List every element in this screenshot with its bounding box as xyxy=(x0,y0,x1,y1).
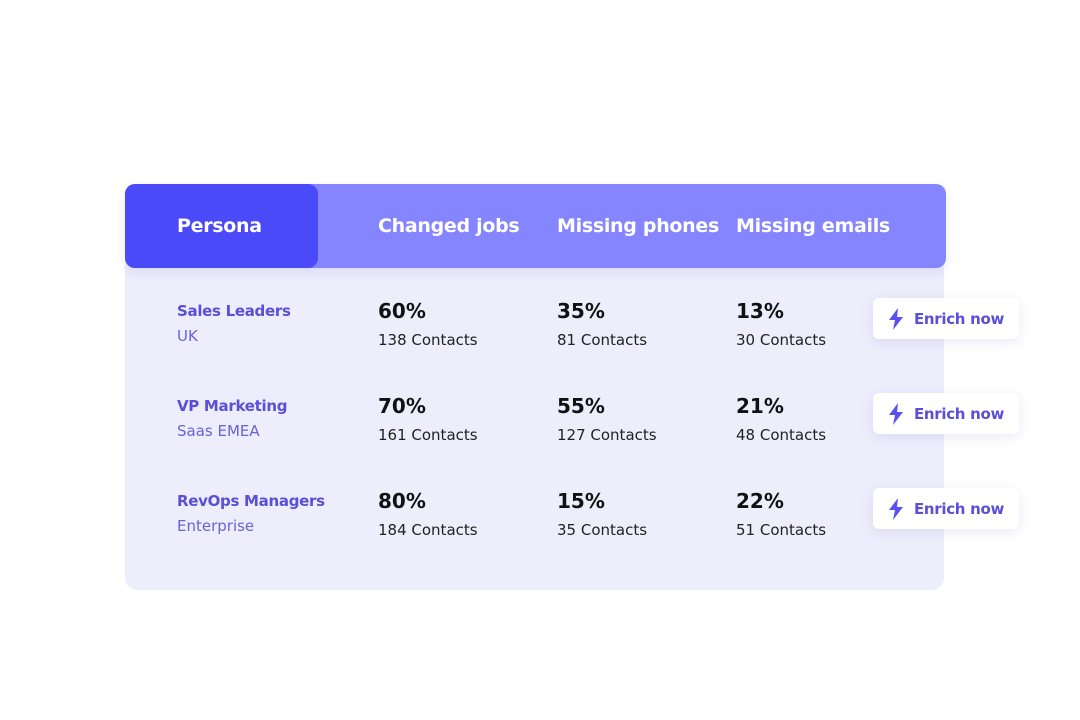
changed-jobs-contacts: 161 Contacts xyxy=(378,426,478,444)
changed-jobs-contacts: 184 Contacts xyxy=(378,521,478,539)
header-changed-jobs: Changed jobs xyxy=(378,215,520,237)
lightning-bolt-icon xyxy=(888,497,903,520)
missing-phones-percent: 55% xyxy=(557,394,605,418)
table-row: Sales Leaders UK 60% 138 Contacts 35% 81… xyxy=(0,298,1080,362)
changed-jobs-percent: 60% xyxy=(378,299,426,323)
missing-emails-contacts: 30 Contacts xyxy=(736,331,827,349)
missing-phones-contacts: 127 Contacts xyxy=(557,426,657,444)
table-row: RevOps Managers Enterprise 80% 184 Conta… xyxy=(0,488,1080,552)
changed-jobs-percent: 70% xyxy=(378,394,426,418)
missing-emails-percent: 21% xyxy=(736,394,784,418)
missing-emails-contacts: 48 Contacts xyxy=(736,426,827,444)
persona-name: VP Marketing xyxy=(177,397,288,415)
missing-emails-contacts: 51 Contacts xyxy=(736,521,827,539)
missing-phones-contacts: 35 Contacts xyxy=(557,521,648,539)
enrich-now-button[interactable]: Enrich now xyxy=(873,393,1019,434)
lightning-bolt-icon xyxy=(888,307,903,330)
table-row: VP Marketing Saas EMEA 70% 161 Contacts … xyxy=(0,393,1080,457)
lightning-bolt-icon xyxy=(888,402,903,425)
missing-phones-percent: 15% xyxy=(557,489,605,513)
enrich-now-button[interactable]: Enrich now xyxy=(873,488,1019,529)
enrich-now-label: Enrich now xyxy=(913,309,1005,328)
header-persona: Persona xyxy=(177,215,262,237)
changed-jobs-contacts: 138 Contacts xyxy=(378,331,478,349)
header-persona-cell xyxy=(125,184,318,268)
persona-segment: Enterprise xyxy=(177,517,255,535)
missing-phones-percent: 35% xyxy=(557,299,605,323)
missing-emails-percent: 13% xyxy=(736,299,784,323)
persona-name: RevOps Managers xyxy=(177,492,325,510)
table-header: Persona Changed jobs Missing phones Miss… xyxy=(125,184,946,268)
enrich-now-label: Enrich now xyxy=(913,499,1005,518)
enrich-now-label: Enrich now xyxy=(913,404,1005,423)
changed-jobs-percent: 80% xyxy=(378,489,426,513)
header-missing-phones: Missing phones xyxy=(557,215,719,237)
header-missing-emails: Missing emails xyxy=(736,215,890,237)
missing-phones-contacts: 81 Contacts xyxy=(557,331,648,349)
enrich-now-button[interactable]: Enrich now xyxy=(873,298,1019,339)
persona-segment: Saas EMEA xyxy=(177,422,260,440)
missing-emails-percent: 22% xyxy=(736,489,784,513)
persona-segment: UK xyxy=(177,327,198,345)
persona-name: Sales Leaders xyxy=(177,302,291,320)
